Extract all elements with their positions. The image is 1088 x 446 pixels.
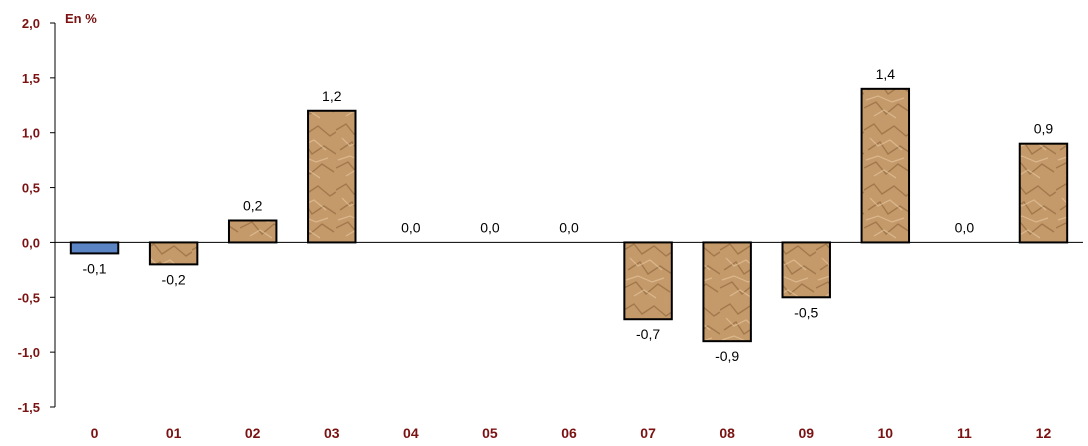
bar-12 <box>1018 142 1069 244</box>
x-tick-label-11: 11 <box>957 425 972 441</box>
x-tick-label-02: 02 <box>245 425 261 441</box>
data-label-04: 0,0 <box>401 219 421 235</box>
x-tick-label-07: 07 <box>640 425 656 441</box>
bar-10 <box>860 87 911 244</box>
bar-08 <box>702 241 752 343</box>
y-tick-label: 0,5 <box>22 181 40 196</box>
data-label-01: -0,2 <box>162 271 186 287</box>
x-tick-label-09: 09 <box>798 425 814 441</box>
bar-03 <box>307 109 357 244</box>
data-labels: -0,1 -0,2 0,2 1,2 0,0 0,0 0,0 -0,7 -0,9 -0,5 1,4 0,… <box>82 66 1053 364</box>
y-tick-label: -1,5 <box>18 400 40 415</box>
x-tick-label-10: 10 <box>878 425 894 441</box>
data-label-0: -0,1 <box>82 260 106 276</box>
x-tick-label-05: 05 <box>482 425 498 441</box>
y-tick-label: -1,0 <box>18 345 40 360</box>
x-tick-label-12: 12 <box>1036 425 1052 441</box>
data-label-08: -0,9 <box>715 348 739 364</box>
x-tick-label-03: 03 <box>324 425 340 441</box>
data-label-12: 0,9 <box>1034 121 1054 137</box>
bar-02 <box>227 219 278 244</box>
data-label-09: -0,5 <box>794 304 818 320</box>
data-label-05: 0,0 <box>480 219 500 235</box>
x-tick-label-08: 08 <box>719 425 735 441</box>
bar-09 <box>781 241 831 299</box>
data-label-06: 0,0 <box>559 219 579 235</box>
bars <box>69 87 1069 343</box>
x-tick-label-04: 04 <box>403 425 419 441</box>
y-axis-tick-labels: 2,0 1,5 1,0 0,5 0,0 -0,5 -1,0 -1,5 <box>18 16 40 415</box>
bar-07 <box>623 241 673 321</box>
y-tick-label: 0,0 <box>22 235 40 250</box>
bar-01 <box>148 241 199 266</box>
data-label-02: 0,2 <box>243 197 263 213</box>
data-label-10: 1,4 <box>876 66 896 82</box>
unit-label: En % <box>65 11 97 26</box>
y-tick-label: 1,0 <box>22 126 40 141</box>
bar-0 <box>69 241 120 255</box>
y-tick-label: -0,5 <box>18 290 40 305</box>
data-label-11: 0,0 <box>955 219 975 235</box>
x-tick-label-0: 0 <box>91 425 99 441</box>
x-tick-label-06: 06 <box>561 425 577 441</box>
data-label-03: 1,2 <box>322 88 342 104</box>
x-axis-tick-labels: 0 01 02 03 04 05 06 07 08 09 10 11 12 <box>91 425 1052 441</box>
y-tick-label: 2,0 <box>22 16 40 31</box>
x-tick-label-01: 01 <box>166 425 182 441</box>
data-label-07: -0,7 <box>636 326 660 342</box>
y-tick-label: 1,5 <box>22 71 40 86</box>
y-axis-tick-marks <box>50 22 55 408</box>
